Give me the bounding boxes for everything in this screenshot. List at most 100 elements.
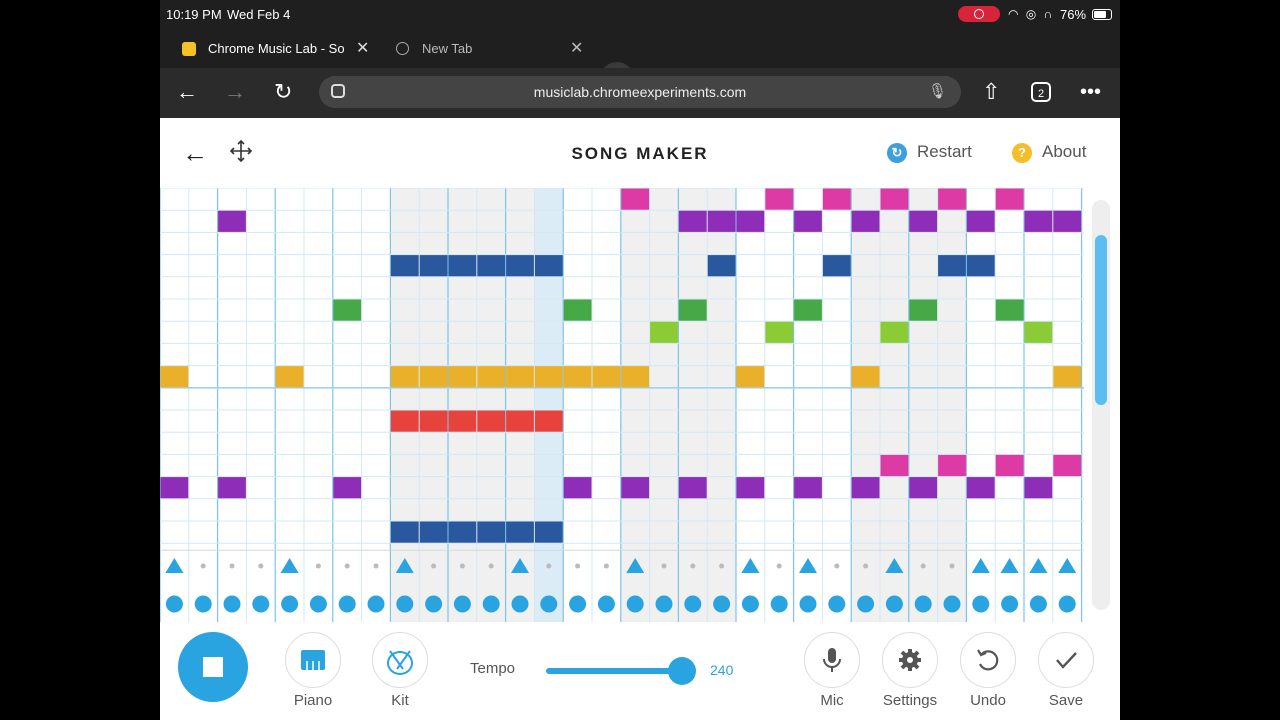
note-cell bbox=[448, 366, 477, 388]
note-cell bbox=[707, 255, 736, 277]
drum-circle bbox=[597, 595, 615, 613]
drum-circle bbox=[165, 595, 183, 613]
ipad-screen: 10:19 PM Wed Feb 4 ◠ ◎ ∩ 76% Chrome Musi… bbox=[160, 0, 1120, 720]
note-cell bbox=[563, 366, 592, 388]
note-cell bbox=[794, 210, 822, 232]
note-cell bbox=[477, 366, 506, 388]
drum-triangle bbox=[1058, 558, 1077, 573]
note-cell bbox=[707, 210, 736, 232]
tab-title: Chrome Music Lab - Son bbox=[208, 41, 344, 56]
note-cell bbox=[880, 188, 909, 210]
tab-switcher-button[interactable]: 2 bbox=[1031, 82, 1051, 102]
drum-circle bbox=[914, 595, 932, 613]
drum-dot bbox=[229, 563, 235, 569]
drum-circle bbox=[338, 595, 356, 613]
note-cell bbox=[822, 188, 851, 210]
note-cell bbox=[966, 210, 995, 232]
drum-dot bbox=[344, 563, 350, 569]
voice-search-icon[interactable]: 🎙 bbox=[927, 83, 947, 100]
drum-triangle bbox=[1000, 558, 1019, 573]
note-cell bbox=[765, 321, 794, 343]
drum-circle bbox=[194, 595, 212, 613]
drum-circle bbox=[425, 595, 443, 613]
tempo-slider[interactable] bbox=[546, 668, 684, 674]
note-cell bbox=[333, 477, 362, 499]
drum-circle bbox=[281, 595, 299, 613]
share-icon[interactable]: ⇧ bbox=[982, 79, 1001, 104]
status-time: 10:19 PM bbox=[166, 7, 222, 22]
back-icon[interactable]: ← bbox=[176, 79, 198, 104]
note-cell bbox=[966, 255, 995, 277]
drum-dot bbox=[258, 563, 264, 569]
drum-dot bbox=[776, 563, 782, 569]
drum-circle bbox=[828, 595, 846, 613]
piano-button[interactable] bbox=[285, 632, 341, 688]
note-cell bbox=[506, 521, 534, 543]
move-arrows-icon[interactable] bbox=[228, 138, 254, 164]
piano-label: Piano bbox=[293, 692, 333, 709]
note-grid-canvas[interactable] bbox=[160, 188, 1084, 622]
drum-dot bbox=[431, 563, 437, 569]
note-cell bbox=[880, 321, 909, 343]
note-cell bbox=[534, 410, 563, 432]
note-cell bbox=[419, 410, 448, 432]
drum-circle bbox=[540, 595, 558, 613]
browser-tab-new-tab[interactable]: New Tab ✕ bbox=[386, 34, 586, 64]
drum-dot bbox=[920, 563, 926, 569]
drum-triangle bbox=[971, 558, 990, 573]
settings-button[interactable] bbox=[882, 632, 938, 688]
drum-circle bbox=[309, 595, 327, 613]
status-date: Wed Feb 4 bbox=[227, 7, 291, 22]
screen-recording-icon bbox=[958, 6, 1000, 22]
music-lab-favicon-icon bbox=[182, 42, 196, 56]
note-cell bbox=[794, 477, 822, 499]
site-settings-icon[interactable] bbox=[331, 84, 345, 98]
address-bar[interactable]: musiclab.chromeexperiments.com 🎙 bbox=[319, 76, 961, 108]
grid-scroll-thumb[interactable] bbox=[1095, 235, 1107, 405]
app-back-arrow-icon[interactable]: ← bbox=[182, 138, 208, 168]
drum-triangle bbox=[626, 558, 645, 573]
close-tab-icon[interactable]: ✕ bbox=[570, 40, 584, 57]
mic-label: Mic bbox=[820, 692, 844, 709]
drum-dot bbox=[575, 563, 581, 569]
tempo-slider-handle[interactable] bbox=[668, 657, 696, 685]
note-cell bbox=[218, 477, 246, 499]
settings-label: Settings bbox=[882, 692, 938, 709]
save-button[interactable] bbox=[1038, 632, 1094, 688]
browser-tab-music-lab[interactable]: Chrome Music Lab - Son ✕ bbox=[172, 34, 382, 64]
note-cell bbox=[275, 366, 304, 388]
drum-circle bbox=[799, 595, 817, 613]
note-cell bbox=[909, 477, 938, 499]
drum-circle bbox=[857, 595, 875, 613]
restart-label: Restart bbox=[917, 142, 972, 161]
note-cell bbox=[390, 410, 419, 432]
restart-button[interactable]: ↻ Restart bbox=[887, 142, 972, 163]
note-cell bbox=[938, 188, 966, 210]
note-cell bbox=[621, 477, 650, 499]
undo-label: Undo bbox=[970, 692, 1006, 709]
more-menu-icon[interactable]: ••• bbox=[1080, 81, 1102, 103]
about-button[interactable]: ? About bbox=[1012, 142, 1086, 163]
drum-circle bbox=[453, 595, 471, 613]
browser-tab-bar: Chrome Music Lab - Son ✕ New Tab ✕ + bbox=[160, 30, 1120, 96]
song-grid[interactable] bbox=[160, 188, 1084, 622]
note-cell bbox=[506, 410, 534, 432]
kit-button[interactable] bbox=[372, 632, 428, 688]
close-tab-icon[interactable]: ✕ bbox=[356, 40, 370, 57]
undo-button[interactable] bbox=[960, 632, 1016, 688]
mic-button[interactable] bbox=[804, 632, 860, 688]
tempo-value: 240 bbox=[710, 662, 734, 678]
reload-icon[interactable]: ↻ bbox=[274, 79, 293, 104]
drum-circle bbox=[511, 595, 529, 613]
stop-button[interactable] bbox=[178, 632, 248, 702]
drum-circle bbox=[223, 595, 241, 613]
note-cell bbox=[1024, 321, 1053, 343]
status-bar: 10:19 PM Wed Feb 4 ◠ ◎ ∩ 76% bbox=[160, 0, 1120, 30]
drum-triangle bbox=[741, 558, 760, 573]
forward-icon[interactable]: → bbox=[224, 79, 246, 104]
drum-triangle bbox=[395, 558, 414, 573]
drum-dot bbox=[690, 563, 696, 569]
drum-triangle bbox=[799, 558, 817, 573]
note-cell bbox=[534, 255, 563, 277]
note-cell bbox=[736, 210, 765, 232]
